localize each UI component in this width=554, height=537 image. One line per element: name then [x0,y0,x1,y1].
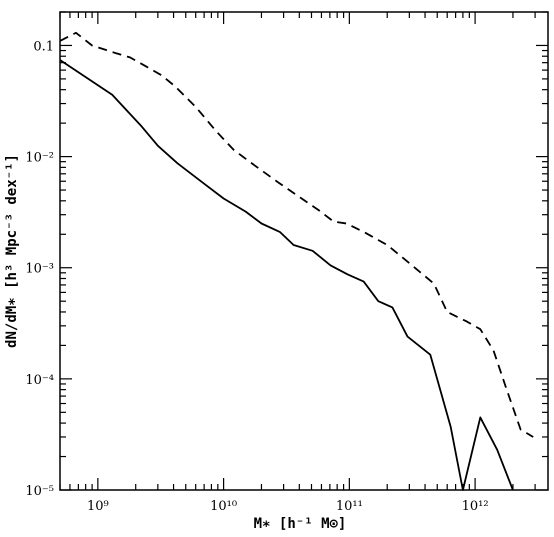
y-tick-label: 10⁻³ [25,262,54,277]
y-tick-label: 10⁻⁵ [25,484,54,499]
x-tick-label: 10⁹ [87,499,109,514]
x-tick-label: 10¹¹ [336,499,363,514]
x-tick-label: 10¹² [462,499,489,514]
y-tick-label: 10⁻² [25,151,54,166]
y-axis-title: dN/dM∗ [h³ Mpc⁻³ dex⁻¹] [4,154,20,348]
ticks-layer [59,11,548,491]
series-line-solid [59,59,514,491]
series-layer [59,31,534,491]
x-axis-title: M∗ [h⁻¹ M⊙] [254,516,347,532]
series-line-dashed [59,31,534,438]
y-tick-label: 10⁻⁴ [25,373,54,388]
x-tick-label: 10¹⁰ [210,499,237,514]
plot-frame [59,11,549,491]
y-tick-label: 0.1 [33,39,54,54]
tick-labels-layer: 10⁹ 10¹⁰ 10¹¹ 10¹² 10⁻⁵ 10⁻⁴ 10⁻³ 10⁻² 0.1 [25,39,488,514]
